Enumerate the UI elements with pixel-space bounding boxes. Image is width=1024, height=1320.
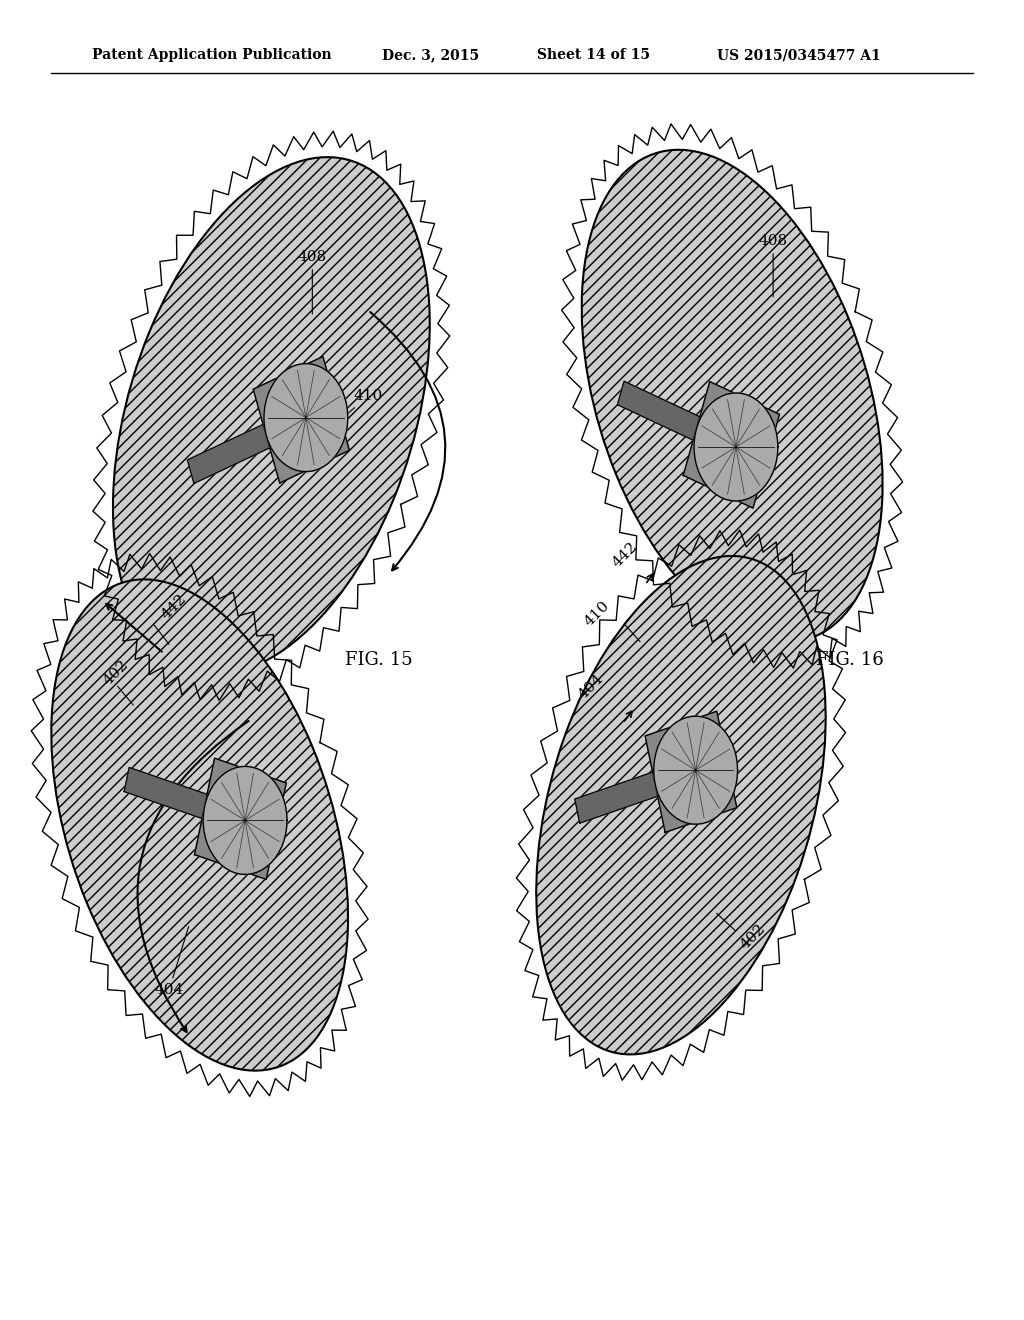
Text: US 2015/0345477 A1: US 2015/0345477 A1 bbox=[717, 49, 881, 62]
Ellipse shape bbox=[51, 579, 348, 1071]
Text: 402: 402 bbox=[737, 921, 768, 953]
Text: Sheet 14 of 15: Sheet 14 of 15 bbox=[538, 49, 650, 62]
Polygon shape bbox=[617, 381, 730, 454]
Text: 410: 410 bbox=[325, 389, 383, 434]
Polygon shape bbox=[195, 758, 287, 879]
Text: Dec. 3, 2015: Dec. 3, 2015 bbox=[382, 49, 478, 62]
Text: FIG. 15: FIG. 15 bbox=[345, 651, 413, 669]
Text: 402: 402 bbox=[100, 657, 131, 689]
Text: 408: 408 bbox=[298, 249, 327, 314]
Text: 442: 442 bbox=[609, 539, 640, 570]
Text: 404: 404 bbox=[155, 927, 188, 998]
Ellipse shape bbox=[582, 149, 883, 643]
Text: 410: 410 bbox=[582, 598, 612, 630]
Text: FIG. 16: FIG. 16 bbox=[816, 651, 884, 669]
Text: 404: 404 bbox=[575, 671, 606, 702]
Text: 408: 408 bbox=[759, 234, 787, 297]
Polygon shape bbox=[253, 356, 349, 483]
Polygon shape bbox=[264, 363, 348, 471]
Polygon shape bbox=[645, 711, 737, 833]
Polygon shape bbox=[683, 381, 779, 508]
Polygon shape bbox=[653, 717, 737, 824]
Polygon shape bbox=[203, 767, 287, 874]
Polygon shape bbox=[574, 762, 689, 824]
Text: 442: 442 bbox=[159, 591, 189, 623]
Ellipse shape bbox=[113, 157, 430, 675]
Ellipse shape bbox=[537, 556, 825, 1055]
Polygon shape bbox=[124, 767, 239, 829]
Polygon shape bbox=[694, 393, 778, 502]
Text: Patent Application Publication: Patent Application Publication bbox=[92, 49, 332, 62]
Polygon shape bbox=[187, 411, 300, 483]
